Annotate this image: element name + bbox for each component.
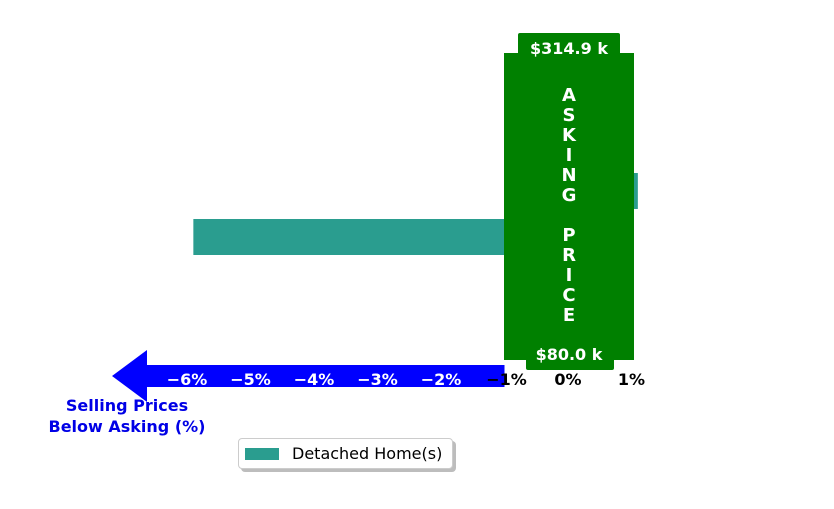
x-tick-label: −5% (230, 370, 271, 389)
asking-price-top-badge (518, 33, 620, 60)
x-tick-label: −3% (357, 370, 398, 389)
legend-swatch-detached (245, 447, 279, 460)
x-tick-label: −4% (294, 370, 335, 389)
x-tick-label: 1% (618, 370, 645, 389)
x-axis-label-line: Below Asking (%) (49, 417, 206, 436)
x-tick-label: −6% (167, 370, 208, 389)
x-tick-label: 0% (554, 370, 581, 389)
below-asking-arrow (112, 350, 505, 402)
asking-price-bottom-badge (526, 342, 614, 370)
x-axis-label-line: Selling Prices (66, 396, 188, 415)
x-tick-label: −2% (421, 370, 462, 389)
asking-price-bottom-value: $80.0 k (536, 345, 603, 364)
asking-price-band (504, 53, 634, 360)
asking-price-top-value: $314.9 k (530, 39, 608, 58)
x-tick-label: −1% (486, 370, 527, 389)
legend-label-detached: Detached Home(s) (292, 444, 443, 463)
legend: Detached Home(s) (238, 438, 453, 469)
